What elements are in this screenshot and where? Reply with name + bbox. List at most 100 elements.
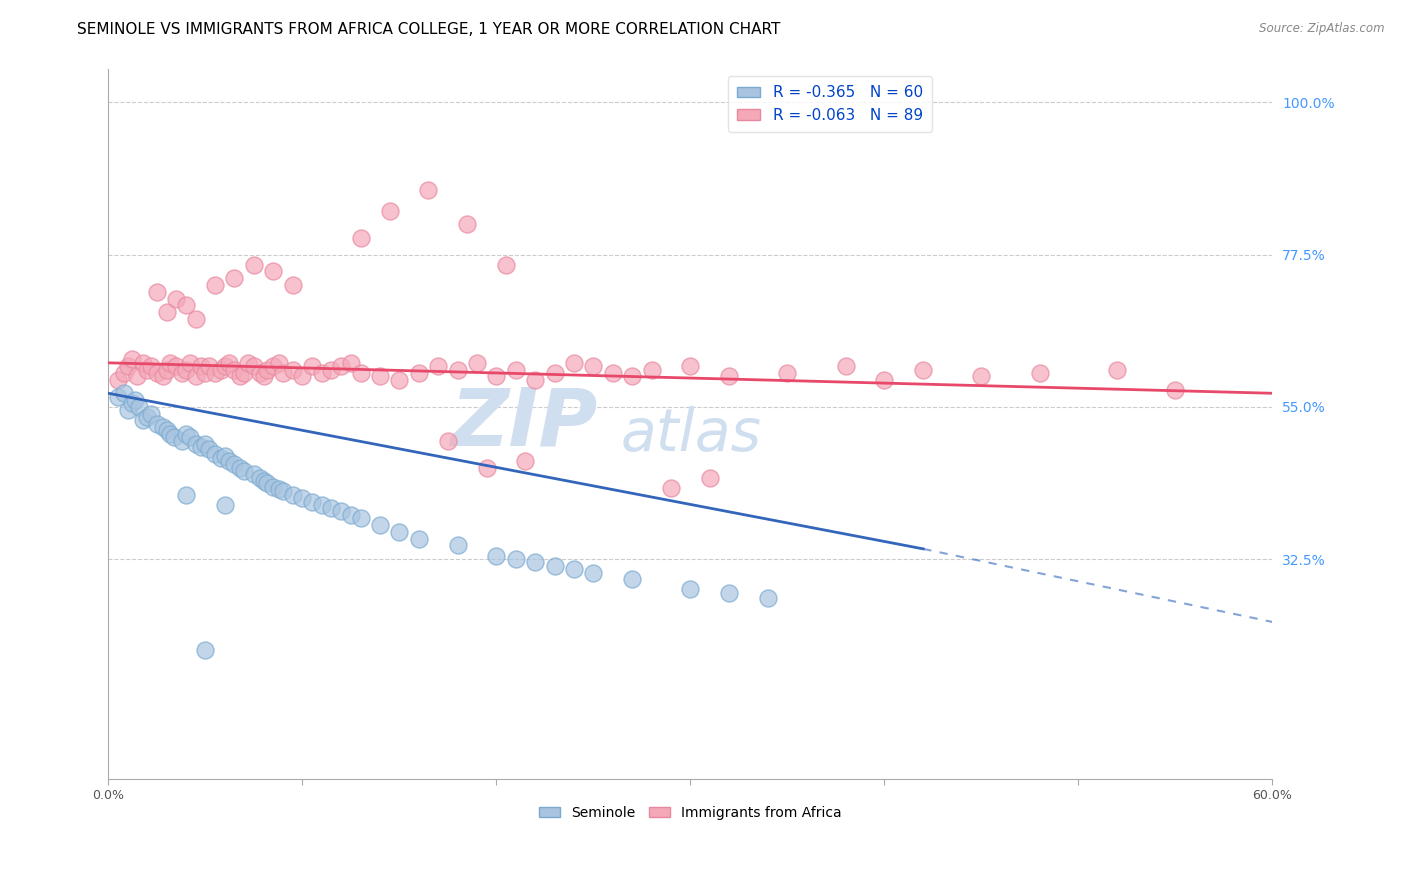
Point bbox=[388, 524, 411, 539]
Point bbox=[718, 369, 741, 384]
Point bbox=[155, 362, 177, 376]
Point bbox=[281, 362, 304, 376]
Point bbox=[146, 366, 169, 380]
Point bbox=[121, 352, 143, 367]
Point bbox=[165, 292, 187, 306]
Point bbox=[267, 483, 290, 497]
Point bbox=[776, 366, 799, 380]
Point bbox=[132, 356, 155, 370]
Point bbox=[233, 464, 256, 478]
Point bbox=[640, 362, 662, 376]
Point bbox=[218, 356, 240, 370]
Point bbox=[446, 362, 468, 376]
Point bbox=[495, 258, 517, 272]
Point bbox=[136, 409, 159, 424]
Point bbox=[418, 183, 440, 197]
Point bbox=[543, 558, 565, 573]
Point bbox=[679, 582, 702, 597]
Point bbox=[194, 437, 217, 451]
Point bbox=[224, 458, 246, 472]
Point bbox=[214, 449, 236, 463]
Point bbox=[179, 356, 201, 370]
Point bbox=[214, 498, 236, 512]
Point bbox=[262, 264, 284, 278]
Point bbox=[165, 359, 187, 374]
Point bbox=[256, 362, 278, 376]
Point bbox=[174, 488, 197, 502]
Point bbox=[340, 356, 363, 370]
Point bbox=[271, 484, 294, 499]
Point bbox=[301, 494, 323, 508]
Point bbox=[152, 420, 174, 434]
Point bbox=[281, 278, 304, 293]
Legend: Seminole, Immigrants from Africa: Seminole, Immigrants from Africa bbox=[533, 800, 848, 825]
Point bbox=[267, 356, 290, 370]
Point bbox=[515, 454, 537, 468]
Point bbox=[699, 471, 721, 485]
Point bbox=[505, 362, 527, 376]
Point bbox=[112, 386, 135, 401]
Point bbox=[291, 491, 314, 505]
Point bbox=[427, 359, 450, 374]
Point bbox=[718, 586, 741, 600]
Point bbox=[562, 356, 585, 370]
Point bbox=[204, 366, 226, 380]
Point bbox=[127, 369, 149, 384]
Point bbox=[243, 467, 266, 482]
Point bbox=[349, 366, 371, 380]
Point bbox=[174, 298, 197, 312]
Point bbox=[170, 366, 193, 380]
Point bbox=[505, 552, 527, 566]
Point bbox=[349, 511, 371, 525]
Point bbox=[155, 424, 177, 438]
Point bbox=[224, 362, 246, 376]
Point bbox=[204, 447, 226, 461]
Point bbox=[330, 359, 353, 374]
Point bbox=[249, 366, 271, 380]
Point bbox=[543, 366, 565, 380]
Point bbox=[229, 369, 252, 384]
Point bbox=[621, 369, 644, 384]
Point bbox=[243, 258, 266, 272]
Text: Source: ZipAtlas.com: Source: ZipAtlas.com bbox=[1260, 22, 1385, 36]
Point bbox=[163, 430, 186, 444]
Point bbox=[184, 437, 207, 451]
Point bbox=[475, 460, 498, 475]
Point bbox=[146, 417, 169, 431]
Point bbox=[229, 460, 252, 475]
Point bbox=[139, 359, 162, 374]
Point bbox=[224, 271, 246, 285]
Point bbox=[679, 359, 702, 374]
Point bbox=[262, 480, 284, 494]
Point bbox=[291, 369, 314, 384]
Point bbox=[524, 556, 547, 570]
Point bbox=[184, 369, 207, 384]
Point bbox=[321, 362, 343, 376]
Point bbox=[408, 532, 430, 546]
Point bbox=[281, 488, 304, 502]
Point bbox=[170, 434, 193, 448]
Point bbox=[465, 356, 488, 370]
Point bbox=[155, 305, 177, 319]
Point bbox=[485, 549, 508, 563]
Point bbox=[340, 508, 363, 522]
Point bbox=[136, 362, 159, 376]
Point bbox=[378, 203, 401, 218]
Point bbox=[139, 407, 162, 421]
Point bbox=[301, 359, 323, 374]
Point bbox=[408, 366, 430, 380]
Point bbox=[218, 454, 240, 468]
Point bbox=[321, 501, 343, 516]
Point bbox=[582, 566, 605, 580]
Point bbox=[121, 396, 143, 410]
Point bbox=[209, 450, 232, 465]
Point bbox=[243, 359, 266, 374]
Point bbox=[117, 359, 139, 374]
Point bbox=[233, 366, 256, 380]
Point bbox=[124, 392, 146, 407]
Point bbox=[524, 373, 547, 387]
Point bbox=[194, 366, 217, 380]
Point bbox=[117, 403, 139, 417]
Point bbox=[174, 362, 197, 376]
Point bbox=[198, 442, 221, 456]
